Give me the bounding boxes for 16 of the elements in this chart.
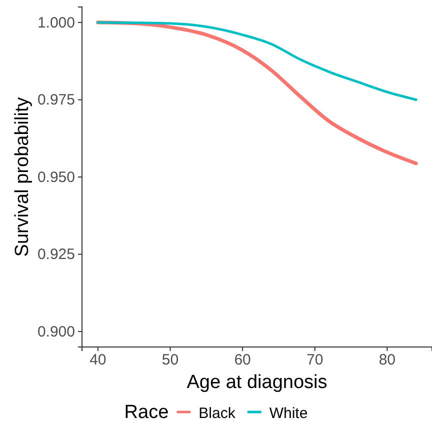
y-tick-label: 0.900	[37, 323, 75, 340]
y-tick-label: 0.950	[37, 168, 75, 186]
x-axis-title: Age at diagnosis	[186, 372, 328, 393]
line-series	[96, 21, 418, 101]
x-tick-label: 40	[90, 352, 106, 369]
legend-label: Black	[198, 405, 236, 422]
x-tick-label: 50	[162, 352, 179, 369]
x-tick-label: 60	[234, 352, 251, 369]
legend-label: White	[269, 405, 308, 422]
y-tick-label: 0.975	[37, 92, 75, 109]
x-tick-label: 70	[306, 352, 324, 369]
x-tick-label: 80	[378, 352, 396, 369]
legend-title: Race	[124, 402, 169, 423]
y-tick-label: 0.925	[37, 246, 75, 264]
y-axis-title: Survival probability	[12, 96, 33, 257]
y-tick-label: 1.000	[37, 14, 75, 32]
